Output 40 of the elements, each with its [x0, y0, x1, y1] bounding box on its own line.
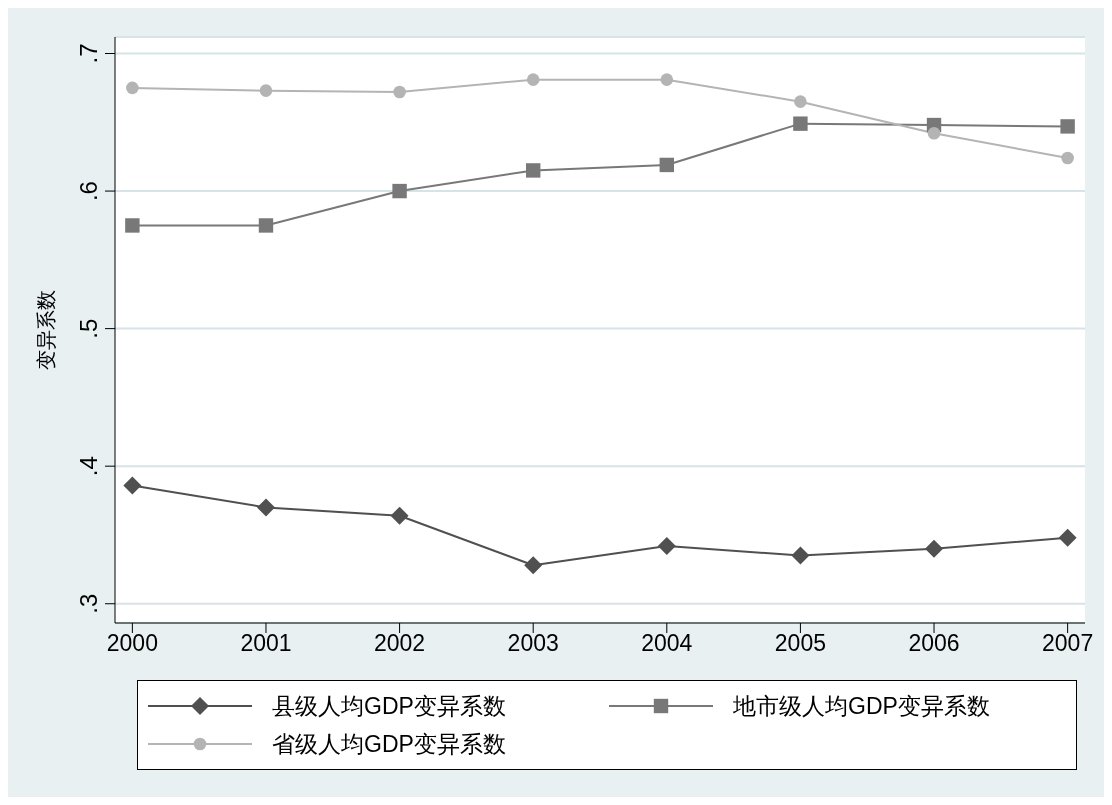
point — [794, 95, 807, 108]
point — [524, 556, 543, 575]
point — [925, 539, 944, 558]
x-tick-label: 2000 — [106, 630, 158, 657]
point — [259, 84, 273, 97]
y-tick-label: .6 — [75, 181, 102, 202]
point — [791, 546, 810, 565]
point — [1060, 119, 1075, 134]
y-tick-label: .7 — [75, 43, 102, 64]
x-tick-label: 2001 — [240, 630, 292, 657]
point — [392, 183, 407, 199]
x-tick-label: 2007 — [1042, 630, 1094, 657]
point — [256, 498, 275, 517]
point — [927, 126, 941, 140]
x-tick-label: 2003 — [507, 630, 559, 657]
x-tick-label: 2006 — [908, 630, 960, 657]
point — [526, 73, 540, 86]
legend-label: 县级人均GDP变异系数 — [272, 691, 506, 721]
point — [793, 116, 808, 131]
point — [659, 157, 674, 173]
point — [393, 85, 406, 99]
y-axis-title: 变异系数 — [35, 290, 58, 370]
point — [123, 476, 142, 495]
x-tick-label: 2004 — [641, 630, 693, 657]
point — [390, 506, 409, 525]
legend-label: 地市级人均GDP变异系数 — [733, 691, 990, 721]
point — [657, 536, 676, 555]
point — [1058, 528, 1077, 547]
y-tick-label: .5 — [75, 318, 102, 339]
point — [526, 163, 541, 178]
x-tick-label: 2005 — [774, 630, 826, 657]
point — [125, 218, 140, 233]
y-tick-label: .3 — [75, 593, 102, 614]
y-tick-label: .4 — [75, 456, 102, 477]
point — [126, 81, 139, 95]
x-tick-label: 2002 — [374, 630, 426, 657]
legend-label: 省级人均GDP变异系数 — [272, 729, 506, 759]
point — [258, 218, 274, 233]
point — [1061, 151, 1074, 165]
point — [660, 73, 674, 86]
